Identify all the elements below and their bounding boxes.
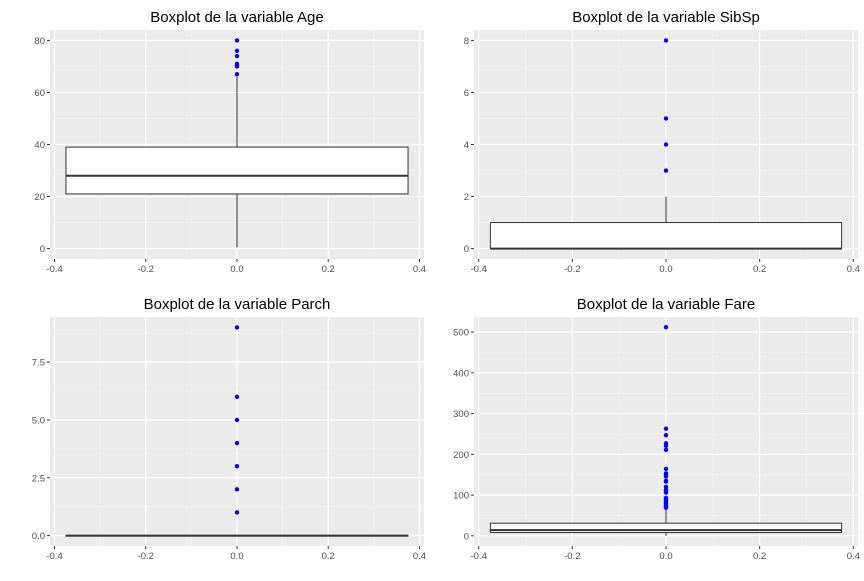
x-tick-label: 0.4 [413, 551, 426, 562]
chart-title: Boxplot de la variable SibSp [572, 9, 760, 26]
x-tick-label: -0.2 [138, 551, 154, 562]
box [489, 522, 843, 534]
y-tick-label: 2 [464, 192, 469, 203]
outlier-point [663, 168, 669, 173]
y-tick-label: 2.5 [32, 473, 45, 484]
outlier-point [663, 116, 669, 121]
y-tick-label: 7.5 [32, 358, 45, 369]
x-tick-label: -0.4 [46, 264, 62, 275]
x-tick-label: -0.2 [564, 264, 580, 275]
y-tick-label: 0.0 [32, 531, 45, 542]
outlier-point [663, 441, 669, 446]
x-tick-label: 0.4 [847, 264, 860, 275]
chart-title: Boxplot de la variable Age [150, 9, 323, 26]
y-tick-label: 20 [34, 192, 45, 203]
outlier-point [234, 487, 240, 492]
y-tick-label: 0 [464, 244, 469, 255]
outlier-point [234, 38, 240, 43]
y-tick-label: 400 [453, 368, 469, 379]
chart-panel-2: -0.4 -0.2 0.0 0.2 0.4 0 2 4 6 8 Boxplot de la vari… [464, 9, 860, 275]
outlier-point [663, 471, 669, 476]
outlier-point [234, 48, 240, 54]
y-tick-label: 0 [40, 244, 45, 255]
chart-title: Boxplot de la variable Parch [144, 296, 331, 313]
outlier-point [663, 432, 669, 438]
x-tick-label: -0.4 [470, 551, 486, 562]
outlier-point [663, 478, 669, 484]
outlier-point [234, 325, 240, 330]
outlier-point [234, 72, 240, 77]
outlier-point [663, 142, 669, 147]
outlier-point [663, 495, 669, 501]
x-tick-label: -0.4 [46, 551, 62, 562]
box [489, 222, 843, 250]
y-tick-label: 500 [453, 328, 469, 339]
outlier-point [663, 447, 669, 453]
outlier-point [234, 463, 240, 469]
outlier-point [663, 324, 669, 330]
outlier-point [234, 61, 240, 67]
x-tick-label: 0.0 [230, 264, 243, 275]
x-tick-label: 0.2 [322, 264, 335, 275]
outlier-point [234, 440, 240, 446]
y-tick-label: 6 [464, 88, 469, 99]
x-tick-label: 0.0 [659, 551, 672, 562]
outlier-point [663, 484, 669, 490]
y-tick-label: 0 [464, 531, 469, 542]
x-tick-label: -0.2 [564, 551, 580, 562]
y-tick-label: 100 [453, 491, 469, 502]
chart-panel-1: -0.4 -0.2 0.0 0.2 0.4 0 20 40 60 80 Boxplot de la … [34, 9, 426, 275]
outlier-point [234, 510, 240, 515]
y-tick-label: 200 [453, 450, 469, 461]
x-tick-label: -0.4 [470, 264, 486, 275]
chart-title: Boxplot de la variable Fare [577, 296, 755, 313]
outlier-point [234, 417, 240, 423]
x-tick-label: 0.2 [753, 551, 766, 562]
y-tick-label: 8 [464, 36, 469, 47]
outlier-point [234, 394, 240, 400]
outlier-point [663, 426, 669, 431]
outlier-point [663, 466, 669, 472]
y-tick-label: 5.0 [32, 415, 45, 426]
x-tick-label: 0.2 [753, 264, 766, 275]
x-tick-label: -0.2 [138, 264, 154, 275]
x-tick-label: 0.0 [230, 551, 243, 562]
chart-panel-4: -0.4 -0.2 0.0 0.2 0.4 0 100 200 300 400 500 Boxplot… [453, 296, 860, 562]
y-tick-label: 300 [453, 409, 469, 420]
x-tick-label: 0.0 [659, 264, 672, 275]
outlier-point [234, 53, 240, 59]
y-tick-label: 60 [34, 88, 45, 99]
y-tick-label: 40 [34, 140, 45, 151]
box [65, 146, 409, 195]
x-tick-label: 0.4 [413, 264, 426, 275]
y-tick-label: 4 [464, 140, 469, 151]
chart-panel-3: -0.4 -0.2 0.0 0.2 0.4 0.0 2.5 5.0 7.5 Boxplot de … [32, 296, 426, 562]
outlier-point [663, 38, 669, 43]
x-tick-label: 0.2 [322, 551, 335, 562]
y-tick-label: 80 [34, 36, 45, 47]
x-tick-label: 0.4 [847, 551, 860, 562]
